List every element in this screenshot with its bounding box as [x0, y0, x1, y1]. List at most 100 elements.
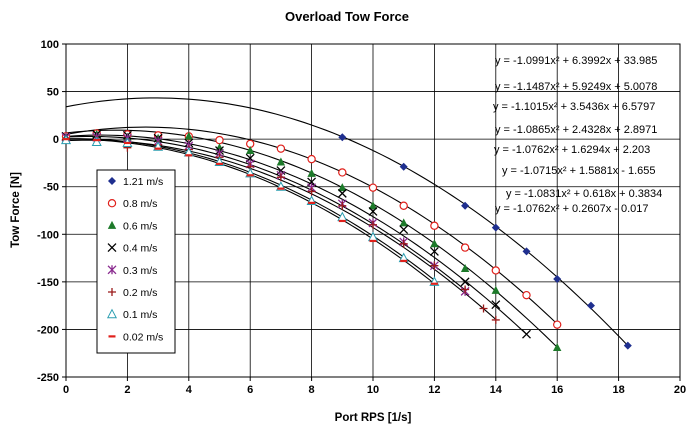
legend-marker [107, 198, 117, 208]
data-point-series-3 [460, 277, 470, 287]
legend-label: 0.3 m/s [123, 265, 157, 277]
data-point-series-0 [491, 223, 500, 232]
fit-curve-series-4 [66, 135, 466, 291]
data-point-series-3 [491, 300, 501, 310]
data-point-series-5 [338, 201, 347, 210]
data-point-series-5 [307, 187, 316, 196]
data-point-series-5 [491, 315, 500, 324]
data-point-series-5 [461, 285, 470, 294]
chart-title: Overload Tow Force [284, 9, 409, 24]
x-tick-label: 16 [551, 384, 563, 396]
legend: 1.21 m/s 0.8 m/s 0.6 m/s 0.4 m/s 0.3 m/s 0.2 … [96, 169, 176, 354]
data-point-series-2 [553, 343, 562, 352]
legend-label: 1.21 m/s [123, 176, 163, 188]
y-tick-label: 0 [53, 134, 59, 146]
trendline-equation: y = -1.0762x² + 1.6294x + 2.203 [494, 144, 650, 156]
data-point-series-0 [461, 201, 470, 210]
data-point-series-0 [586, 301, 595, 310]
x-tick-label: 6 [247, 384, 253, 396]
data-point-series-2 [338, 183, 347, 192]
data-point-series-0 [522, 247, 531, 256]
data-point-series-3 [399, 225, 409, 234]
data-point-series-1 [553, 320, 562, 329]
legend-label: 0.6 m/s [123, 220, 157, 232]
data-point-series-6 [91, 136, 102, 146]
legend-label: 0.1 m/s [123, 309, 157, 321]
data-point-series-3 [337, 188, 347, 198]
equation-layer: y = -1.0991x² + 6.3992x + 33.985 y = -1.1… [493, 55, 662, 215]
y-tick-label: 50 [47, 87, 59, 99]
trendline-equation: y = -1.1015x² + 3.5436x + 6.5797 [493, 101, 655, 113]
data-point-series-6 [337, 211, 348, 222]
data-point-series-3 [522, 329, 531, 339]
y-axis-label: Tow Force [N] [10, 172, 22, 248]
data-point-series-2 [491, 285, 500, 294]
data-point-series-1 [215, 135, 224, 145]
data-point-series-5 [276, 173, 285, 182]
data-point-series-2 [246, 146, 255, 155]
data-point-series-5 [369, 220, 377, 229]
data-point-series-1 [430, 221, 439, 230]
data-point-series-0 [399, 162, 408, 171]
data-point-series-1 [307, 154, 316, 164]
y-tick-label: 100 [41, 39, 59, 51]
data-point-series-2 [368, 201, 378, 210]
x-tick-label: 4 [186, 384, 193, 396]
legend-marker [107, 220, 117, 229]
trendline-equation: y = -1.0831x² + 0.618x + 0.3834 [506, 188, 662, 200]
data-point-series-2 [184, 131, 193, 140]
data-point-series-1 [491, 266, 500, 275]
x-tick-label: 20 [674, 384, 686, 396]
data-point-series-3 [429, 246, 439, 256]
grid-layer [65, 43, 681, 378]
legend-marker [107, 243, 117, 253]
x-tick-label: 0 [63, 384, 69, 396]
fit-curve-series-0 [66, 97, 629, 346]
x-tick-label: 2 [124, 384, 130, 396]
data-point-series-0 [338, 133, 347, 142]
axis-layer: 0 2 4 6 8 10 12 14 16 18 20 100 50 0 -50 -100 -150 -200 -2… [37, 39, 686, 396]
x-tick-label: 18 [612, 384, 624, 396]
trendline-equation: y = -1.0865x² + 2.4328x + 2.8971 [495, 124, 657, 136]
data-point-series-3 [368, 206, 378, 216]
legend-label: 0.8 m/s [123, 198, 157, 210]
data-point-series-2 [460, 264, 470, 273]
data-point-series-5 [399, 239, 408, 248]
data-point-series-2 [399, 218, 408, 227]
y-tick-label: -50 [43, 182, 59, 194]
y-tick-label: -200 [37, 324, 59, 336]
legend-marker [108, 177, 116, 185]
data-point-series-2 [307, 168, 316, 177]
x-tick-label: 12 [428, 384, 440, 396]
legend-marker [108, 288, 116, 296]
data-point-series-1 [276, 144, 286, 153]
legend-marker [106, 308, 118, 319]
data-point-series-2 [430, 239, 439, 248]
data-point-series-1 [368, 183, 378, 192]
data-point-series-1 [460, 243, 470, 252]
legend-marker [107, 265, 117, 275]
data-point-series-2 [276, 157, 286, 166]
legend-label: 0.02 m/s [123, 331, 163, 343]
legend-label: 0.4 m/s [123, 243, 157, 255]
data-point-series-1 [399, 201, 408, 210]
data-point-series-5 [430, 261, 439, 270]
marker-layer [60, 129, 632, 352]
legend-label: 0.2 m/s [123, 287, 157, 299]
x-tick-label: 14 [490, 384, 503, 396]
data-point-series-0 [623, 341, 632, 350]
y-tick-label: -250 [37, 372, 59, 384]
x-tick-label: 10 [367, 384, 379, 396]
data-point-series-0 [553, 275, 562, 284]
trendline-equation: y = -1.0991x² + 6.3992x + 33.985 [495, 55, 657, 67]
y-tick-label: -100 [37, 229, 59, 241]
data-point-series-1 [522, 290, 531, 300]
data-point-series-1 [338, 168, 347, 177]
x-axis-label: Port RPS [1/s] [335, 412, 412, 424]
trendline-equation: y = -1.0762x² + 0.2607x - 0.017 [495, 203, 649, 215]
fit-curve-series-3 [66, 134, 527, 335]
data-point-series-5 [479, 304, 488, 313]
x-tick-label: 8 [309, 384, 315, 396]
trendline-equation: y = -1.0715x² + 1.5881x - 1.655 [502, 165, 656, 177]
